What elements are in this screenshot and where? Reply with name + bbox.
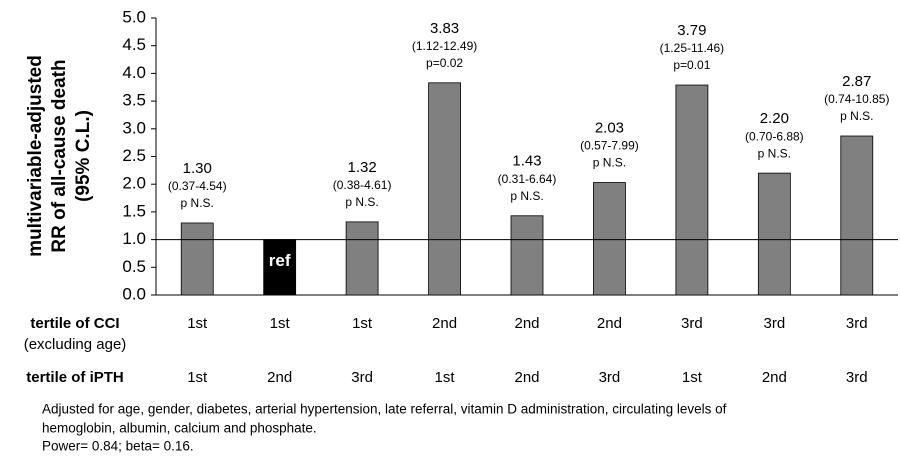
bar	[263, 239, 297, 296]
row2-value: 1st	[435, 369, 456, 386]
row2-value: 1st	[682, 369, 703, 386]
row-label: (excluding age)	[24, 336, 127, 353]
ci-label: (0.38-4.61)	[333, 178, 392, 192]
bar	[345, 221, 379, 296]
bar	[593, 182, 626, 296]
ci-label: (0.57-7.99)	[580, 139, 639, 153]
value-label: ref	[269, 251, 291, 270]
ci-label: (1.25-11.46)	[660, 41, 724, 55]
bar	[757, 172, 791, 296]
ci-label: (0.37-4.54)	[168, 179, 227, 193]
y-tick-label: 1.5	[122, 201, 146, 220]
row2-value: 3rd	[599, 369, 621, 386]
y-axis-label: multivariable-adjusted	[25, 55, 46, 257]
row-label: tertile of iPTH	[26, 369, 124, 386]
y-tick-label: 3.5	[122, 91, 146, 110]
value-label: 2.87	[842, 73, 871, 90]
footnote: Adjusted for age, gender, diabetes, arte…	[42, 402, 727, 417]
y-tick-label: 3.0	[122, 118, 146, 137]
p-label: p N.S.	[345, 195, 378, 209]
value-label: 3.79	[677, 22, 706, 39]
row-label: tertile of CCI	[30, 315, 119, 332]
row2-value: 2nd	[762, 369, 787, 386]
y-tick-label: 0.0	[122, 284, 146, 303]
row1-value: 2nd	[432, 315, 457, 332]
y-tick-label: 4.0	[122, 63, 146, 82]
row1-value: 1st	[187, 315, 208, 332]
row2-value: 1st	[187, 369, 208, 386]
y-tick-label: 5.0	[122, 7, 146, 26]
p-label: p N.S.	[510, 189, 543, 203]
row1-value: 3rd	[846, 315, 868, 332]
y-axis-label: (95% C.L.)	[73, 110, 94, 202]
row2-value: 3rd	[846, 369, 868, 386]
p-label: p=0.02	[426, 56, 463, 70]
ci-label: (0.74-10.85)	[824, 92, 889, 106]
value-label: 1.43	[512, 153, 541, 170]
bar	[675, 84, 709, 296]
y-tick-label: 0.5	[122, 257, 146, 276]
ci-label: (0.70-6.88)	[745, 129, 804, 143]
bar	[180, 222, 214, 296]
row1-value: 1st	[352, 315, 373, 332]
value-label: 3.83	[430, 20, 459, 37]
ci-label: (0.31-6.64)	[498, 172, 557, 186]
y-tick-label: 4.5	[122, 35, 146, 54]
ci-label: (1.12-12.49)	[412, 39, 477, 53]
y-axis-label: RR of all-cause death	[49, 59, 70, 252]
row2-value: 3rd	[351, 369, 373, 386]
value-label: 1.32	[348, 159, 377, 176]
row1-value: 1st	[270, 315, 291, 332]
value-label: 2.03	[595, 120, 624, 137]
bar	[428, 82, 461, 296]
p-label: p=0.01	[673, 58, 710, 72]
row1-value: 3rd	[681, 315, 703, 332]
p-label: p N.S.	[181, 196, 214, 210]
p-label: p N.S.	[593, 156, 626, 170]
footnote: hemoglobin, albumin, calcium and phospha…	[42, 421, 317, 436]
bar	[840, 135, 874, 296]
row1-value: 3rd	[763, 315, 785, 332]
row2-value: 2nd	[514, 369, 539, 386]
p-label: p N.S.	[840, 109, 873, 123]
bar	[510, 215, 544, 296]
row1-value: 2nd	[514, 315, 539, 332]
p-label: p N.S.	[758, 146, 791, 160]
value-label: 2.20	[760, 110, 789, 127]
row2-value: 2nd	[267, 369, 292, 386]
footnote: Power= 0.84; beta= 0.16.	[42, 439, 194, 454]
row1-value: 2nd	[597, 315, 622, 332]
y-tick-label: 1.0	[122, 229, 146, 248]
y-tick-label: 2.0	[122, 174, 146, 193]
value-label: 1.30	[183, 160, 212, 177]
y-tick-label: 2.5	[122, 146, 146, 165]
